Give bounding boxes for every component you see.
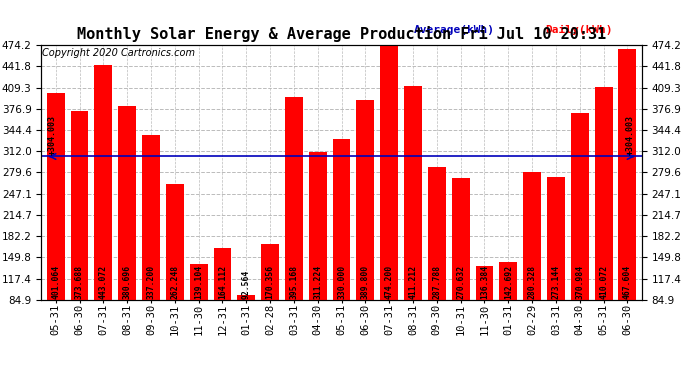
Bar bbox=[380, 45, 398, 300]
Bar bbox=[571, 112, 589, 300]
Text: 92.564: 92.564 bbox=[241, 270, 250, 299]
Text: 330.000: 330.000 bbox=[337, 265, 346, 299]
Bar bbox=[237, 295, 255, 300]
Bar bbox=[523, 172, 541, 300]
Text: 380.696: 380.696 bbox=[123, 265, 132, 299]
Text: 337.200: 337.200 bbox=[146, 265, 155, 299]
Bar bbox=[142, 135, 160, 300]
Text: 142.692: 142.692 bbox=[504, 265, 513, 299]
Bar bbox=[70, 111, 88, 300]
Text: 411.212: 411.212 bbox=[408, 265, 417, 299]
Bar bbox=[333, 140, 351, 300]
Bar bbox=[166, 184, 184, 300]
Text: 410.072: 410.072 bbox=[599, 265, 608, 299]
Text: 401.064: 401.064 bbox=[51, 265, 60, 299]
Bar bbox=[190, 264, 208, 300]
Text: 139.104: 139.104 bbox=[194, 265, 203, 299]
Text: Average(kWh): Average(kWh) bbox=[413, 25, 495, 35]
Bar bbox=[47, 93, 65, 300]
Bar bbox=[118, 106, 136, 300]
Bar bbox=[618, 50, 636, 300]
Bar bbox=[500, 262, 518, 300]
Bar bbox=[309, 152, 326, 300]
Bar bbox=[95, 65, 112, 300]
Text: 474.200: 474.200 bbox=[385, 265, 394, 299]
Text: 164.112: 164.112 bbox=[218, 265, 227, 299]
Title: Monthly Solar Energy & Average Production Fri Jul 10 20:31: Monthly Solar Energy & Average Productio… bbox=[77, 27, 607, 42]
Text: 273.144: 273.144 bbox=[551, 265, 560, 299]
Text: 287.788: 287.788 bbox=[433, 265, 442, 299]
Text: 395.168: 395.168 bbox=[289, 265, 298, 299]
Text: 270.632: 270.632 bbox=[456, 265, 465, 299]
Text: 311.224: 311.224 bbox=[313, 265, 322, 299]
Text: 170.356: 170.356 bbox=[266, 265, 275, 299]
Text: +304.003: +304.003 bbox=[48, 115, 57, 155]
Bar bbox=[595, 87, 613, 300]
Bar bbox=[357, 100, 374, 300]
Text: 136.384: 136.384 bbox=[480, 265, 489, 299]
Bar bbox=[213, 248, 231, 300]
Bar bbox=[404, 86, 422, 300]
Text: Daily(kWh): Daily(kWh) bbox=[546, 25, 613, 35]
Bar bbox=[547, 177, 565, 300]
Bar bbox=[475, 266, 493, 300]
Text: +304.003: +304.003 bbox=[626, 115, 635, 155]
Text: 370.984: 370.984 bbox=[575, 265, 584, 299]
Text: 389.800: 389.800 bbox=[361, 265, 370, 299]
Bar bbox=[452, 178, 470, 300]
Text: 373.688: 373.688 bbox=[75, 265, 84, 299]
Bar bbox=[285, 97, 303, 300]
Text: 262.248: 262.248 bbox=[170, 265, 179, 299]
Text: 443.072: 443.072 bbox=[99, 265, 108, 299]
Bar bbox=[428, 167, 446, 300]
Text: Copyright 2020 Cartronics.com: Copyright 2020 Cartronics.com bbox=[42, 48, 195, 58]
Bar bbox=[261, 244, 279, 300]
Text: 280.328: 280.328 bbox=[528, 265, 537, 299]
Text: 467.604: 467.604 bbox=[623, 265, 632, 299]
